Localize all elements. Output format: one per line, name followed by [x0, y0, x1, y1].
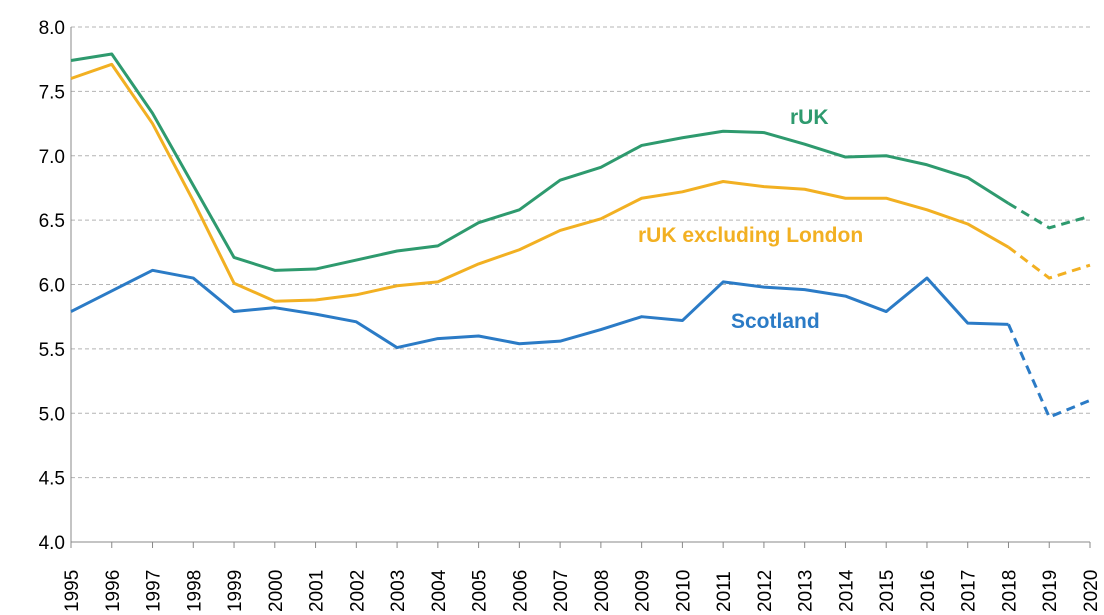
x-tick-label: 2020: [1081, 570, 1102, 612]
series-2-forecast-line: [1007, 323, 1091, 420]
x-tick-label: 1999: [225, 570, 246, 612]
series-lines: [70, 52, 1091, 420]
y-tick-label: 6.5: [39, 211, 65, 232]
x-tick-label: 1997: [144, 570, 165, 612]
y-tick-label: 7.5: [39, 82, 65, 103]
series-1-forecast-line: [1007, 245, 1091, 280]
x-tick-label: 2006: [510, 570, 531, 612]
series-labels: rUK rUK excluding London Scotland: [638, 106, 863, 333]
y-tick-label: 6.0: [39, 276, 65, 297]
series-1-line: [70, 62, 1010, 303]
y-tick-label: 7.0: [39, 147, 65, 168]
y-tick-label: 5.0: [39, 404, 65, 425]
x-tick-label: 2004: [429, 569, 450, 612]
series-0-forecast-line: [1007, 202, 1091, 230]
x-tick-label: 2014: [836, 569, 857, 612]
x-tick-label: 2005: [470, 570, 491, 612]
x-tick-label: 2002: [347, 570, 368, 612]
y-tick-label: 8.0: [39, 18, 65, 39]
x-tick-label: 2018: [999, 570, 1020, 612]
x-tick-label: 2003: [388, 570, 409, 612]
series-label-scotland: Scotland: [731, 310, 820, 333]
series-label-ruk-excl-london: rUK excluding London: [638, 224, 863, 247]
x-tick-label: 2007: [551, 570, 572, 612]
x-tick-label: 2009: [633, 570, 654, 612]
series-0-line: [70, 52, 1010, 272]
x-tick-label: 2010: [673, 570, 694, 612]
y-tick-label: 5.5: [39, 340, 65, 361]
x-tick-label: 1995: [62, 570, 83, 612]
y-tick-label: 4.5: [39, 469, 65, 490]
axes: 4.0 4.5 5.0 5.5 6.0 6.5 7.0 7.5 8.0 1995 1996 1997 1…: [39, 18, 1102, 612]
x-tick-label: 2008: [592, 570, 613, 612]
x-tick-label: 2000: [266, 570, 287, 612]
x-tick-label: 2019: [1040, 570, 1061, 612]
x-tick-label: 2016: [918, 570, 939, 612]
x-tick-label: 2013: [796, 570, 817, 612]
y-tick-label: 4.0: [39, 533, 65, 554]
x-tick-label: 1996: [103, 570, 124, 612]
series-label-ruk: rUK: [790, 106, 829, 129]
x-tick-label: 2017: [959, 570, 980, 612]
series-2-line: [70, 268, 1009, 350]
x-tick-label: 1998: [184, 570, 205, 612]
x-tick-label: 2012: [755, 570, 776, 612]
x-tick-label: 2001: [307, 570, 328, 612]
x-tick-label: 2011: [714, 571, 735, 612]
grid-lines: [71, 26, 1090, 479]
x-tick-label: 2015: [877, 570, 898, 612]
